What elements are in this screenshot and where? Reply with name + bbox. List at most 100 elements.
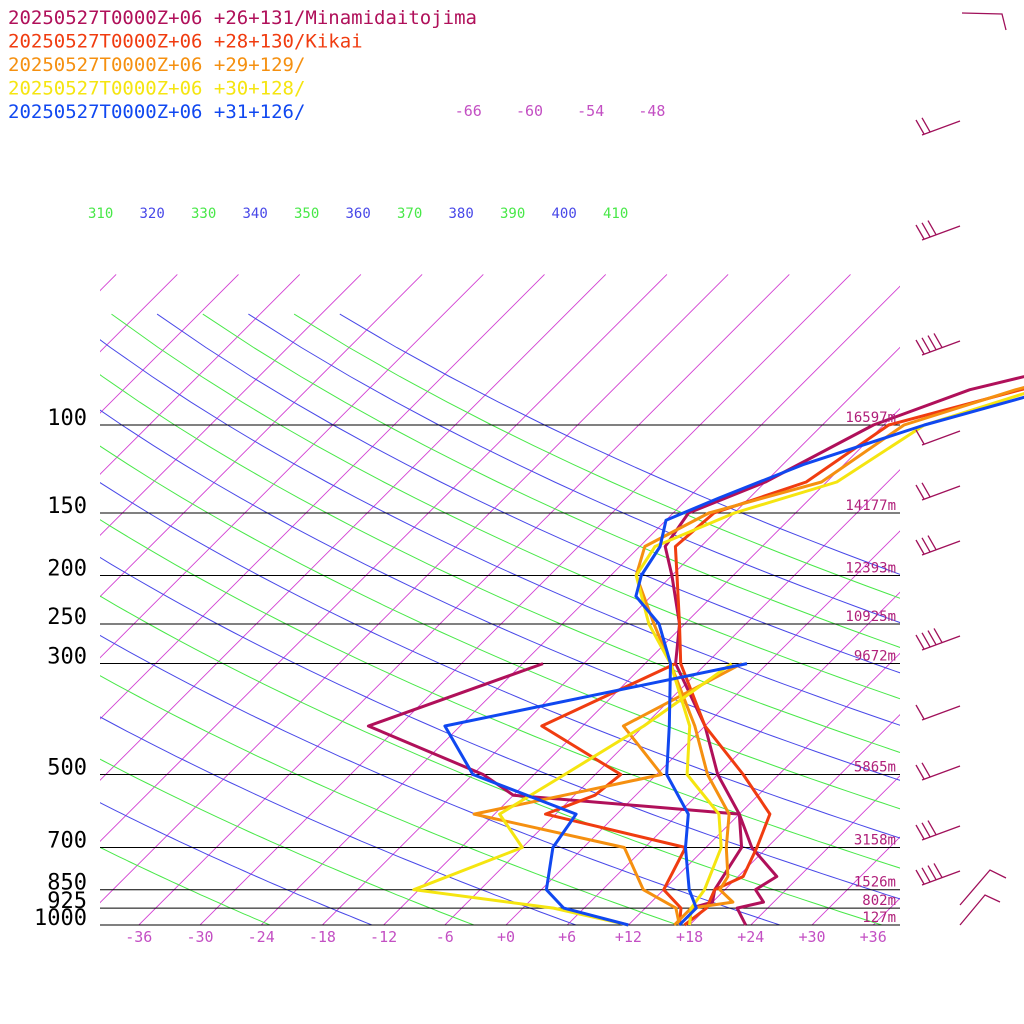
pressure-label: 1000 <box>34 906 87 931</box>
legend-entry: 20250527T0000Z+06 +30+128/ <box>8 78 305 100</box>
dewpoint-trace <box>540 662 687 926</box>
isotherm-line <box>382 407 900 925</box>
dewpoint-trace <box>412 662 733 927</box>
theta-label: 330 <box>191 206 216 222</box>
temperature-tick-label: -24 <box>248 928 275 946</box>
height-label: 16597m <box>845 410 896 426</box>
wind-barb <box>915 628 961 651</box>
upper-temperature-label: -66 <box>455 102 482 120</box>
temperature-tick-label: -12 <box>370 928 397 946</box>
theta-label: 390 <box>500 206 525 222</box>
height-label: 3158m <box>854 833 896 849</box>
legend-entry: 20250527T0000Z+06 +26+131/Minamidaitojim… <box>8 7 477 29</box>
isotherms <box>100 274 1024 935</box>
isotherm-line <box>100 274 423 598</box>
height-labels: 16597m 14177m 12393m 10925m 9672m 5865m 3158m 1… <box>845 410 896 926</box>
dewpoint-trace <box>472 662 743 926</box>
theta-label: 320 <box>140 206 165 222</box>
isotherm-line <box>811 836 900 925</box>
temperature-tick-label: +30 <box>798 928 825 946</box>
pressure-label: 850 <box>47 871 87 896</box>
height-label: 5865m <box>854 759 896 775</box>
isotherm-line <box>100 274 668 843</box>
isotherm-line <box>100 274 178 353</box>
isotherm-line <box>100 274 362 537</box>
pressure-label: 500 <box>47 755 87 780</box>
theta-label: 310 <box>88 206 113 222</box>
wind-barb <box>915 429 961 446</box>
dry-adiabat-line <box>100 758 475 925</box>
height-label: 12393m <box>845 561 896 577</box>
wind-barbs <box>915 12 1007 926</box>
upper-temp-labels: -66 -60 -54 -48 <box>455 102 666 120</box>
pressure-label: 150 <box>47 494 87 519</box>
dry-adiabat-line <box>100 409 900 781</box>
wind-barb <box>961 12 1007 31</box>
isotherm-line <box>260 285 900 925</box>
legend-entry: 20250527T0000Z+06 +29+129/ <box>8 54 305 76</box>
isotherm-line <box>444 469 900 925</box>
upper-temperature-label: -54 <box>577 102 604 120</box>
isotherm-line <box>505 530 900 925</box>
isotherm-line <box>100 274 729 904</box>
isotherm-line <box>100 274 484 659</box>
wind-barb <box>915 820 961 841</box>
temperature-tick-label: +36 <box>860 928 887 946</box>
legend-entry: 20250527T0000Z+06 +31+126/ <box>8 101 305 123</box>
height-label: 14177m <box>845 498 896 514</box>
wind-barb <box>915 704 961 721</box>
dry-adiabat-line <box>100 634 781 925</box>
theta-label: 380 <box>449 206 474 222</box>
height-label: 9672m <box>854 649 896 665</box>
upper-temperature-label: -60 <box>516 102 543 120</box>
temperature-tick-label: -6 <box>436 928 454 946</box>
legend-entry: 20250527T0000Z+06 +28+130/Kikai <box>8 31 363 53</box>
pressure-label: 300 <box>47 645 87 670</box>
isotherm-line <box>138 274 790 925</box>
wind-barb <box>959 869 1007 906</box>
wind-barb <box>915 762 961 781</box>
temperature-tick-label: -30 <box>186 928 213 946</box>
isotherm-line <box>199 274 851 925</box>
temperature-tick-label: +24 <box>737 928 764 946</box>
dry-adiabat-line <box>248 313 900 624</box>
upper-temperature-label: -48 <box>638 102 665 120</box>
height-label: 10925m <box>845 609 896 625</box>
wind-barb <box>915 863 961 886</box>
dry-adiabat-line <box>100 802 373 925</box>
temperature-tick-label: +18 <box>676 928 703 946</box>
isotherm-line <box>566 591 900 925</box>
dry-adiabat-line <box>111 313 900 700</box>
theta-label: 340 <box>243 206 268 222</box>
theta-label: 350 <box>294 206 319 222</box>
dry-adiabat-line <box>100 556 900 900</box>
dry-adiabat-line <box>293 313 900 599</box>
dry-adiabat-line <box>202 313 900 648</box>
theta-label: 400 <box>552 206 577 222</box>
temperature-tick-label: +0 <box>497 928 515 946</box>
theta-labels: 310 320 330 340 350 360 370 380 390 400 410 <box>88 206 628 222</box>
temperature-axis: -36 -30 -24 -18 -12 -6 +0 +6 +12 +18 +24 +30 +36 <box>125 928 886 946</box>
isotherm-line <box>750 775 900 925</box>
dry-adiabat-line <box>100 675 679 925</box>
wind-barb <box>915 333 961 356</box>
dry-adiabat-line <box>100 374 900 754</box>
pressure-label: 200 <box>47 557 87 582</box>
height-label: 802m <box>862 893 896 909</box>
wind-barb <box>915 117 961 136</box>
temperature-tick-label: +12 <box>615 928 642 946</box>
dry-adiabat-line <box>100 846 271 925</box>
temperature-trace <box>634 385 1024 927</box>
theta-label: 360 <box>346 206 371 222</box>
dry-adiabats <box>100 313 900 925</box>
temperature-tick-label: -18 <box>309 928 336 946</box>
isotherm-line <box>924 274 1024 935</box>
isobars <box>100 424 900 926</box>
dry-adiabat-line <box>100 716 577 925</box>
dry-adiabat-line <box>100 519 900 869</box>
sounding-traces <box>366 375 1024 927</box>
pressure-label: 250 <box>47 605 87 630</box>
isotherm-line <box>688 713 900 925</box>
